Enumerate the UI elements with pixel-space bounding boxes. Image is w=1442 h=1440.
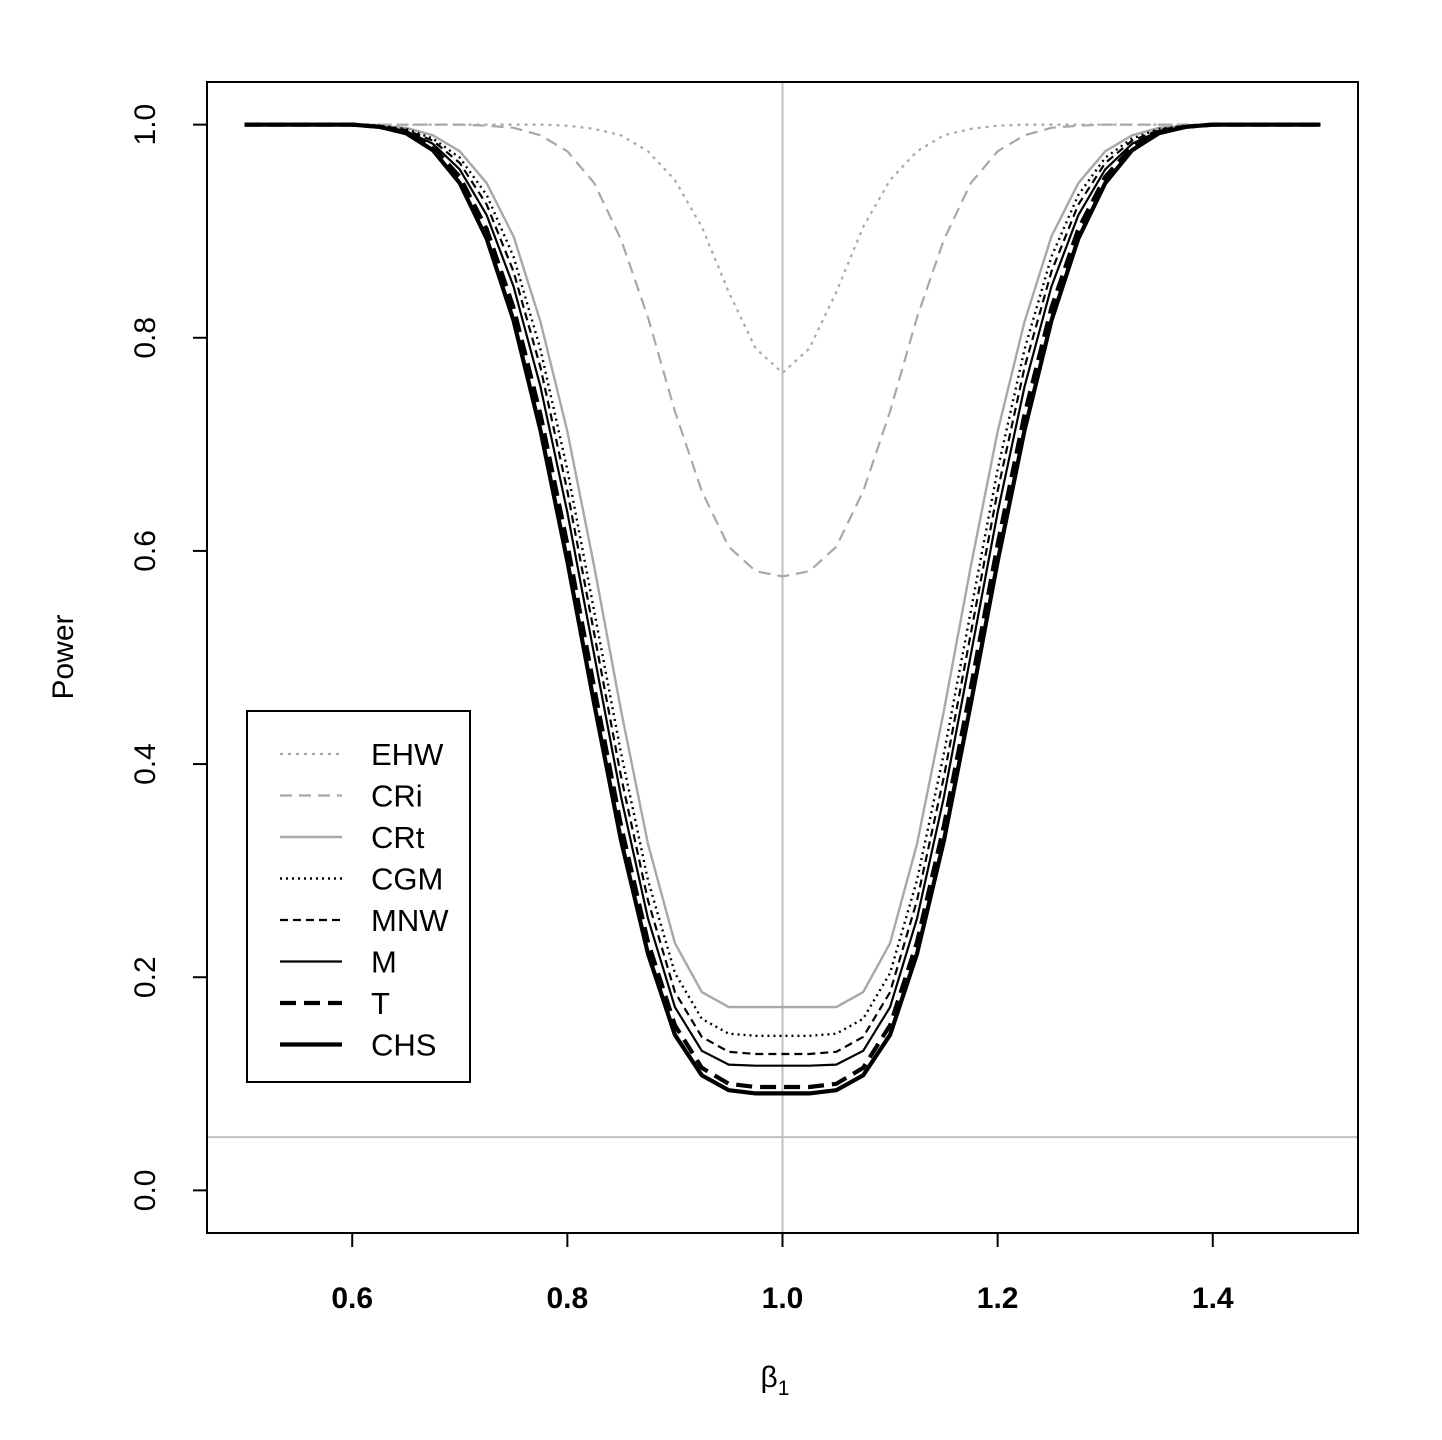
x-axis-title-subscript: 1 <box>778 1377 790 1400</box>
x-tick-label: 1.4 <box>1192 1282 1234 1315</box>
x-tick-label: 1.2 <box>977 1282 1019 1315</box>
y-tick-label: 1.0 <box>129 104 162 146</box>
y-tick-label: 0.8 <box>129 317 162 359</box>
series-line-mnw <box>244 123 1321 1056</box>
legend-label-crt: CRt <box>371 820 425 855</box>
y-axis-title: Power <box>47 614 80 699</box>
series-layer <box>244 122 1321 1096</box>
x-axis-title: β1 <box>761 1361 790 1400</box>
legend-label-cri: CRi <box>371 779 423 814</box>
series-line-cri <box>244 123 1321 578</box>
legend: EHW CRi CRt CGM MNW MT CHS <box>246 710 471 1083</box>
legend-label-ehw: EHW <box>371 737 444 772</box>
y-tick-label: 0.6 <box>129 530 162 572</box>
reference-lines <box>207 82 1358 1233</box>
series-line-chs <box>244 122 1321 1096</box>
y-tick-label: 0.0 <box>129 1170 162 1212</box>
legend-label-t: T <box>371 986 390 1021</box>
x-axis: 0.6 0.8 1.0 1.2 1.4 <box>331 1232 1234 1315</box>
y-tick-label: 0.4 <box>129 743 162 785</box>
legend-label-chs: CHS <box>371 1028 436 1063</box>
series-line-t <box>244 122 1321 1090</box>
legend-label-cgm: CGM <box>371 862 443 897</box>
legend-box <box>246 710 471 1083</box>
series-line-cgm <box>244 123 1321 1037</box>
legend-label-m: M <box>371 945 397 980</box>
series-line-m <box>244 123 1321 1067</box>
x-axis-title-symbol: β <box>761 1361 778 1394</box>
legend-label-mnw: MNW <box>371 903 449 938</box>
x-tick-label: 1.0 <box>762 1282 804 1315</box>
x-tick-label: 0.8 <box>547 1282 589 1315</box>
series-line-crt <box>244 123 1321 1009</box>
y-tick-label: 0.2 <box>129 956 162 998</box>
x-tick-label: 0.6 <box>331 1282 373 1315</box>
y-axis: 0.0 0.2 0.4 0.6 0.8 1.0 <box>129 104 208 1212</box>
